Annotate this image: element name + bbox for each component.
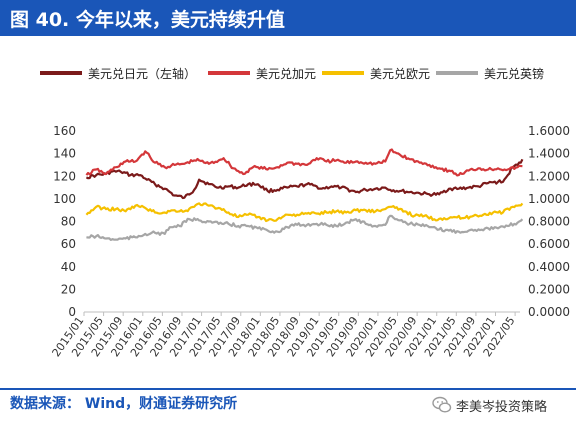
y-right-tick-label: 0.8000 [528, 215, 570, 229]
series-line-gbp [86, 214, 524, 241]
chart-plot: 0 20 40 60 80 100 120 140 160 0.0000 0.2000 0.4000 0… [50, 124, 570, 359]
y-left-tick-label: 20 [61, 282, 76, 296]
wechat-icon [432, 396, 452, 413]
source-divider [0, 388, 576, 390]
y-right-tick-label: 1.0000 [528, 192, 570, 206]
legend-label-cad: 美元兑加元 [256, 66, 317, 81]
y-left-tick-label: 120 [53, 169, 76, 183]
legend-item-cad: 美元兑加元 [208, 63, 316, 83]
y-left-tick-label: 100 [53, 192, 76, 206]
y-right-tick-label: 1.6000 [528, 124, 570, 138]
series-line-cad [85, 148, 523, 177]
y-right-tick-label: 0.6000 [528, 237, 570, 251]
legend-swatch-eur [322, 71, 364, 75]
y-right-tick-label: 1.2000 [528, 169, 570, 183]
legend-label-eur: 美元兑欧元 [370, 66, 431, 81]
y-left-tick-label: 0 [68, 305, 76, 319]
y-right-tick-label: 0.4000 [528, 260, 570, 274]
legend: 美元兑日元（左轴） 美元兑加元 美元兑欧元 美元兑英镑 [0, 63, 576, 83]
y-left-tick-label: 140 [53, 147, 76, 161]
legend-label-gbp: 美元兑英镑 [484, 66, 545, 81]
y-left-tick-label: 60 [61, 237, 76, 251]
series-line-jpy [85, 158, 524, 200]
legend-item-gbp: 美元兑英镑 [436, 63, 544, 83]
y-left-tick-label: 160 [53, 124, 76, 138]
brand: 李美岑投资策略 [432, 395, 547, 415]
legend-item-eur: 美元兑欧元 [322, 63, 430, 83]
figure-title: 图 40. 今年以来，美元持续升值 [10, 9, 285, 31]
y-left-tick-label: 80 [61, 215, 76, 229]
y-left-tick-label: 40 [61, 260, 76, 274]
brand-name: 李美岑投资策略 [456, 399, 548, 415]
legend-swatch-jpy [40, 71, 82, 75]
legend-swatch-gbp [436, 71, 478, 75]
data-source: 数据来源： Wind，财通证券研究所 [10, 396, 238, 412]
y-right-tick-label: 0.0000 [528, 305, 570, 319]
legend-label-jpy: 美元兑日元（左轴） [88, 66, 197, 81]
y-right-tick-label: 1.4000 [528, 147, 570, 161]
y-right-tick-label: 0.2000 [528, 282, 570, 296]
series-line-eur [85, 202, 524, 223]
legend-swatch-cad [208, 71, 250, 75]
legend-item-jpy: 美元兑日元（左轴） [40, 63, 196, 83]
title-bar: 图 40. 今年以来，美元持续升值 [0, 0, 576, 36]
